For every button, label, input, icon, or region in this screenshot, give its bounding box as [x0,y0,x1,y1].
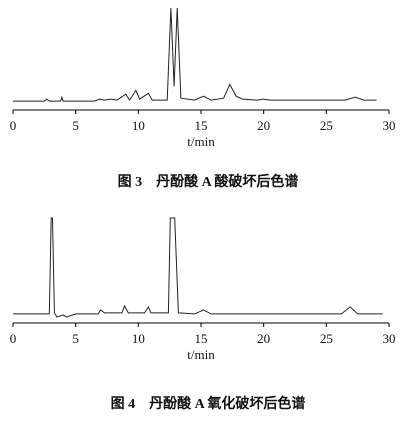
x-tick-label: 30 [383,118,396,133]
chromatogram-trace [13,7,377,102]
x-tick-label: 20 [257,331,270,346]
x-tick-label: 10 [132,331,145,346]
x-tick-label: 0 [10,118,17,133]
x-tick-label: 15 [195,118,208,133]
x-tick-label: 10 [132,118,145,133]
x-tick-label: 5 [72,118,79,133]
x-tick-label: 20 [257,118,270,133]
x-tick-label: 5 [72,331,79,346]
x-tick-label: 30 [383,331,396,346]
x-axis-label: t/min [187,347,215,362]
x-tick-label: 0 [10,331,17,346]
x-tick-label: 25 [320,331,333,346]
x-tick-label: 15 [195,331,208,346]
x-axis-label: t/min [187,134,215,149]
caption: 图 4 丹酚酸 A 氧化破坏后色谱 [111,395,306,412]
caption: 图 3 丹酚酸 A 酸破坏后色谱 [118,173,299,190]
chromatogram-trace [13,217,383,318]
x-tick-label: 25 [320,118,333,133]
